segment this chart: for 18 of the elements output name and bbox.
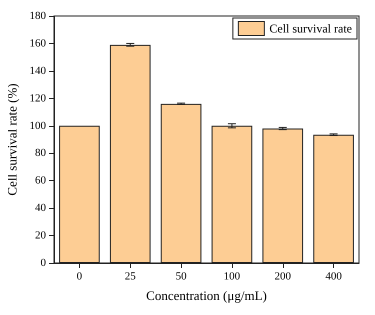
x-tick-label: 50 — [176, 270, 188, 282]
y-tick-label: 80 — [35, 147, 46, 160]
x-axis-title: Concentration (μg/mL) — [146, 288, 267, 303]
y-tick-label: 180 — [30, 10, 46, 22]
x-tick-label: 0 — [76, 270, 83, 282]
legend-label: Cell survival rate — [269, 22, 352, 36]
y-tick-label: 40 — [35, 202, 46, 214]
x-tick-label: 25 — [124, 270, 136, 282]
y-tick-label: 120 — [30, 92, 46, 104]
y-tick-label: 0 — [40, 257, 46, 269]
y-tick-label: 20 — [35, 230, 46, 242]
x-tick-label: 200 — [274, 270, 292, 282]
y-tick-label: 140 — [30, 64, 46, 77]
y-tick-label: 100 — [30, 120, 46, 132]
y-tick-label: 160 — [30, 37, 46, 50]
x-tick-label: 100 — [224, 270, 241, 282]
x-tick-label: 400 — [325, 270, 342, 282]
y-tick-label: 60 — [35, 174, 46, 187]
